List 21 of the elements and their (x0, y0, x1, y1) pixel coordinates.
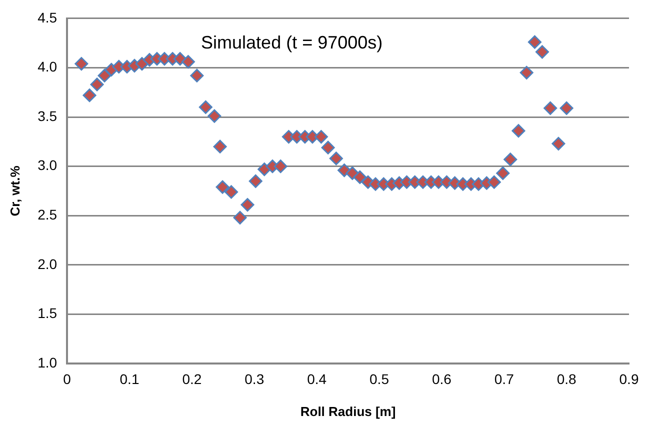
y-tick-label: 3.5 (38, 108, 58, 124)
x-tick-label: 0.9 (619, 370, 639, 387)
y-tick-label: 3.0 (38, 157, 58, 174)
x-tick-label: 0.4 (307, 370, 327, 387)
x-axis-title: Roll Radius [m] (300, 404, 396, 419)
annotation: Simulated (t = 97000s) (201, 32, 383, 52)
y-tick-label: 1.5 (38, 305, 58, 322)
y-tick-label: 4.5 (38, 9, 58, 26)
x-tick-label: 0.2 (182, 370, 202, 387)
x-tick-label: 0.5 (370, 370, 390, 387)
y-tick-label: 2.0 (38, 256, 58, 272)
x-tick-label: 0.6 (432, 370, 452, 387)
y-tick-label: 4.0 (38, 58, 58, 75)
x-tick-label: 0.3 (244, 370, 264, 387)
x-tick-label: 0.8 (556, 370, 577, 387)
x-tick-label: 0 (63, 370, 72, 387)
x-tick-label: 0.7 (494, 370, 514, 387)
y-tick-label: 1.0 (38, 354, 58, 370)
x-tick-label: 0.1 (120, 370, 140, 387)
y-tick-label: 2.5 (38, 206, 58, 223)
y-axis-title: Cr, wt.% (7, 165, 22, 216)
